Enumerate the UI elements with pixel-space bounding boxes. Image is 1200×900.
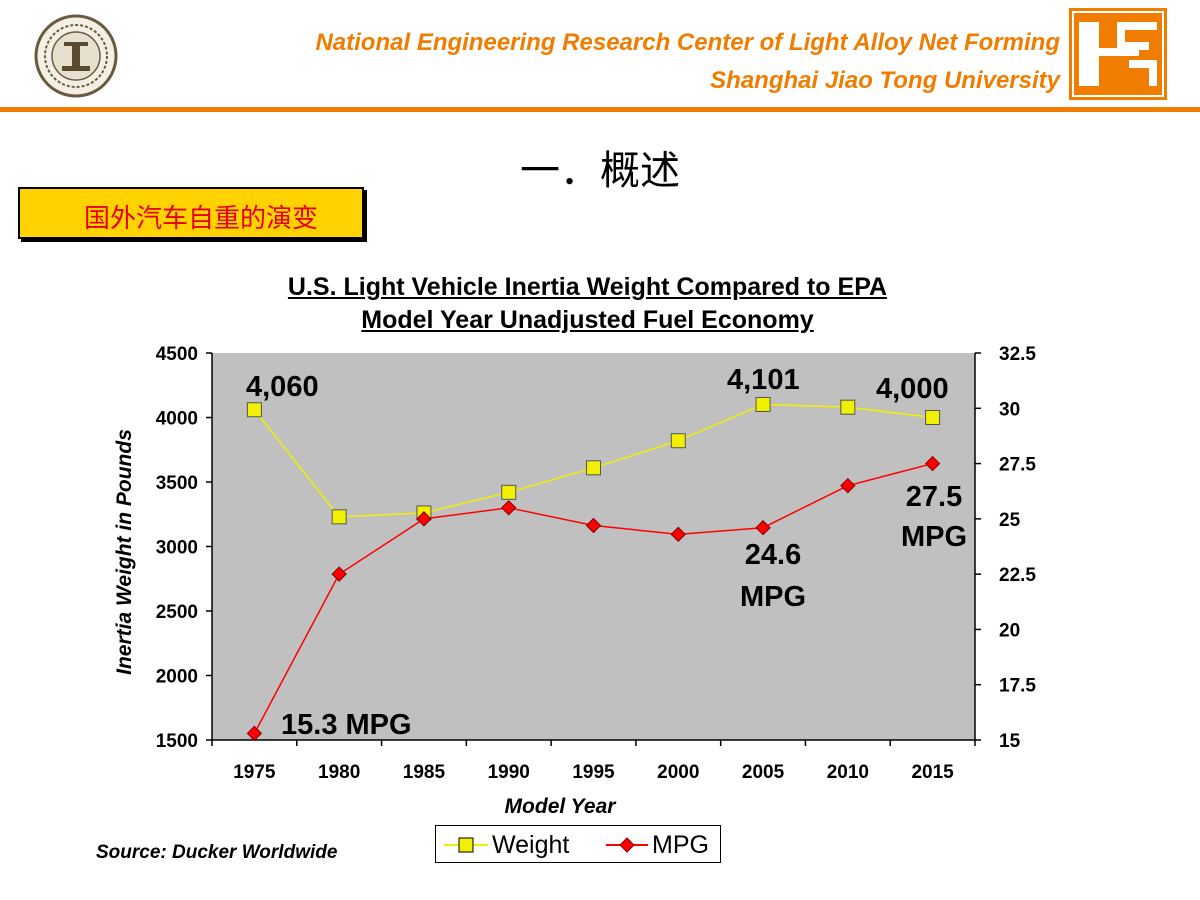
chart-title-line-1: U.S. Light Vehicle Inertia Weight Compar… [287,273,888,301]
chart-title-line-2: Model Year Unadjusted Fuel Economy [361,306,814,334]
mpg-point [840,477,856,494]
weight-point [586,460,601,476]
x-tick-label: 2010 [827,762,869,783]
x-tick-label: 2015 [911,762,954,783]
header-university-name: Shanghai Jiao Tong University [710,67,1060,94]
annotation-mpg-2015-unit: MPG [901,521,967,553]
annotation-weight-2015: 4,000 [876,373,949,405]
header-institute-name: National Engineering Research Center of … [315,29,1060,56]
y-right-tick-label: 27.5 [999,455,1036,476]
mpg-point [246,725,263,742]
x-tick-label: 2005 [742,762,785,783]
chart-legend: Weight MPG [435,825,721,863]
y-left-tick-label: 1500 [156,731,198,752]
mpg-point [670,526,686,543]
x-tick-label: 1985 [403,762,446,783]
y-right-tick-label: 17.5 [999,676,1036,697]
university-seal-icon [34,14,118,98]
y-right-tick-label: 30 [999,399,1020,420]
weight-point [925,410,941,425]
x-tick-label: 1980 [318,762,360,783]
x-tick-label: 1975 [233,762,276,783]
mpg-point [501,500,517,516]
mpg-point [331,566,347,582]
x-tick-label: 2000 [657,762,699,783]
x-axis-label: Model Year [505,795,618,818]
weight-point [331,509,347,525]
legend-mpg-label: MPG [652,831,709,859]
y-left-tick-label: 3000 [156,538,198,559]
y-right-tick-label: 22.5 [999,565,1036,586]
annotation-mpg-2015-value: 27.5 [906,481,962,513]
weight-point [501,484,517,500]
research-center-logo-icon [1069,8,1167,100]
weight-point [755,396,771,412]
annotation-mpg-1975: 15.3 MPG [281,709,412,741]
section-title: 一．概述 [520,148,680,194]
mpg-point [585,517,602,534]
y-left-tick-label: 4000 [156,409,198,430]
plot-area [212,353,975,740]
annotation-weight-1975: 4,060 [246,371,319,403]
y-left-tick-label: 4500 [156,344,198,365]
y-right-tick-label: 20 [999,620,1020,641]
weight-point [246,402,262,418]
subtitle-text: 国外汽车自重的演变 [84,204,319,234]
y-axis-label: Inertia Weight in Pounds [113,429,136,675]
y-left-tick-label: 2500 [156,602,198,623]
mpg-point [755,519,771,536]
mpg-point [416,511,432,527]
source-note: Source: Ducker Worldwide [96,842,338,863]
y-right-tick-label: 15 [999,731,1021,752]
y-right-tick-label: 25 [999,510,1021,531]
x-tick-label: 1995 [572,762,615,783]
y-left-tick-label: 3500 [156,473,198,494]
y-right-tick-label: 32.5 [999,344,1036,365]
legend-mpg-swatch [606,837,648,853]
legend-weight-label: Weight [492,831,570,859]
annotation-weight-2005: 4,101 [727,364,800,396]
subtitle-box: 国外汽车自重的演变 [18,187,364,239]
annotation-mpg-2005-unit: MPG [740,581,806,613]
legend-weight-swatch [444,837,488,853]
mpg-point [924,455,941,472]
annotation-mpg-2005-value: 24.6 [745,539,801,571]
weight-point [670,433,686,449]
x-tick-label: 1990 [488,762,530,783]
header-divider [0,107,1200,112]
y-left-tick-label: 2000 [156,667,198,688]
weight-point [840,399,856,415]
